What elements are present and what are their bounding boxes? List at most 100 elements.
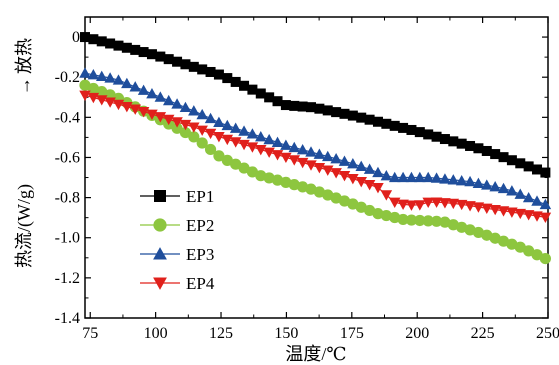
y-tick-label: -1.2 [55,270,80,287]
data-point [213,131,225,143]
data-point [130,44,141,55]
x-tick-label: 100 [144,325,168,342]
data-point [464,175,476,187]
data-point [531,211,543,222]
data-point [397,213,409,226]
data-point [539,212,552,224]
data-point [162,94,175,106]
data-point [321,165,334,176]
data-point [506,155,517,166]
data-point [255,145,267,156]
data-point [171,98,183,109]
data-point [414,127,425,138]
plot-frame [84,16,549,319]
data-point [481,203,493,215]
data-point [423,129,434,140]
data-point [405,214,418,226]
data-point [338,155,351,166]
x-tick-label: 125 [209,325,233,342]
data-point [196,137,208,149]
legend-label: EP1 [186,187,214,206]
data-point [414,171,426,183]
data-point [280,152,292,164]
x-tick-label: 225 [471,325,495,342]
data-point [280,100,291,111]
axes-layer: 75 100 125 150 175 200 225 250 0 -0.2 -0.4 -0.6 -0.8… [55,16,559,342]
data-point [271,136,284,148]
data-point [163,54,174,65]
data-point [171,122,183,134]
data-point [422,215,434,227]
data-point [388,171,401,183]
data-point [364,114,375,125]
data-point [313,148,326,159]
data-point [247,84,258,95]
data-point [229,122,242,133]
data-point [380,209,392,222]
data-point [347,158,359,169]
data-point [506,185,518,196]
data-point [439,198,451,209]
x-tick-label: 75 [82,325,98,342]
data-point [497,206,510,217]
series-ep3 [79,67,552,210]
data-point [272,96,283,107]
data-point [296,144,309,155]
data-point [472,177,485,188]
data-point [153,218,167,232]
data-point [506,207,518,218]
data-point [314,103,325,114]
data-point [439,173,451,184]
data-point [88,34,99,45]
data-point [146,49,157,60]
y-axis-label-group: 热流/(W/g) → 放热 [14,38,35,268]
data-point [121,77,133,89]
data-point [263,147,275,158]
data-point [355,176,367,188]
data-point [238,162,250,174]
data-point [288,155,301,166]
data-point [498,152,509,163]
data-point [473,143,484,154]
data-point [229,137,242,148]
data-point [221,134,234,146]
exotherm-annotation: 放热 [14,38,34,74]
data-point [146,88,158,99]
data-point [339,108,350,119]
x-axis-label: 温度/℃ [285,344,346,364]
data-point [305,160,317,171]
data-point [153,247,167,260]
data-point [154,91,167,102]
exotherm-arrow-icon: → [14,77,34,95]
data-point [448,136,459,147]
data-point [95,70,108,81]
y-axis-label: 热流/(W/g) [14,184,35,268]
data-point [205,66,216,77]
data-point [213,116,225,127]
legend-item-ep1: EP1 [140,187,214,206]
data-point [481,179,493,190]
data-point [531,249,543,261]
data-point [405,200,418,211]
data-point [514,208,527,220]
data-point [490,149,501,160]
data-point [87,69,100,80]
data-point [280,139,292,150]
legend-item-ep3: EP3 [140,245,214,264]
data-point [204,112,217,124]
x-tick-label: 250 [536,325,559,342]
x-tick-label: 175 [340,325,364,342]
series-layer [79,32,552,265]
data-point [121,42,132,53]
legend-label: EP3 [186,245,214,264]
data-point [80,32,90,43]
data-point [104,72,116,83]
data-point [447,174,460,185]
data-point [414,214,426,227]
data-point [321,150,334,162]
data-point [255,88,266,99]
data-point [153,277,167,290]
data-point [489,181,501,192]
data-point [204,128,217,140]
